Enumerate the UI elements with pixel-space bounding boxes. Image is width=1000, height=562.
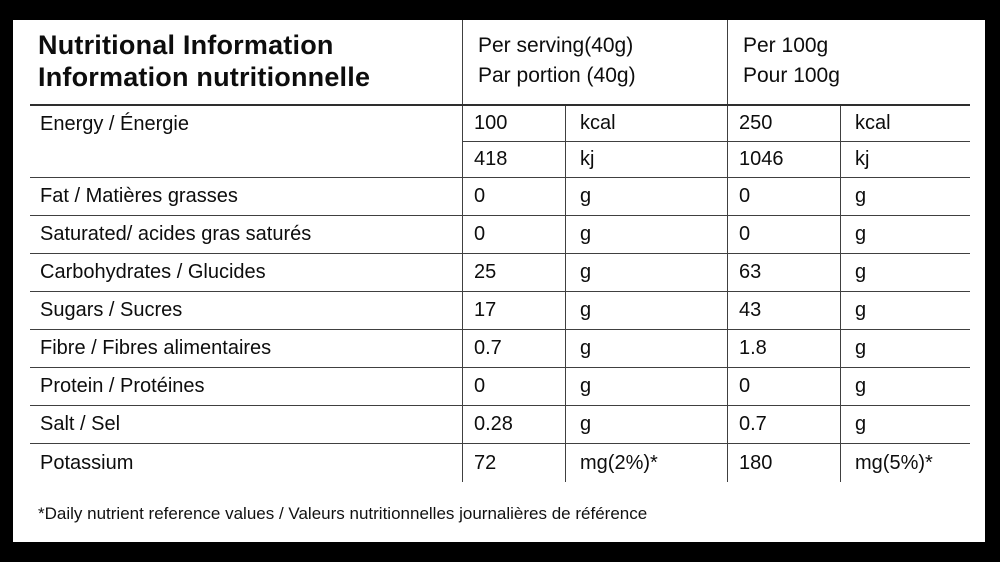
title-line-fr: Information nutritionnelle xyxy=(38,62,371,92)
serving-value: 25 xyxy=(462,254,565,291)
nutrient-label: Protein / Protéines xyxy=(40,375,205,397)
nutrient-label: Saturated/ acides gras saturés xyxy=(40,223,312,245)
serving-value: 0.7 xyxy=(462,330,565,367)
serving-unit: mg(2%)* xyxy=(565,444,727,482)
table-row-sugars: Sugars / Sucres 17 g 43 g xyxy=(30,292,970,330)
serving-value: 0 xyxy=(462,178,565,215)
per100g-unit: mg(5%)* xyxy=(840,444,970,482)
serving-unit: g xyxy=(565,330,727,367)
per100g-unit: g xyxy=(840,368,970,405)
per100g-value: 0 xyxy=(727,178,840,215)
nutrient-label: Energy / Énergie xyxy=(40,113,189,135)
serving-value: 0 xyxy=(462,368,565,405)
energy-values: 100 kcal 250 kcal 418 kj 1046 kj xyxy=(462,106,970,177)
nutrient-label: Salt / Sel xyxy=(40,413,121,435)
per100g-unit: kcal xyxy=(840,106,970,142)
table-row-saturated: Saturated/ acides gras saturés 0 g 0 g xyxy=(30,216,970,254)
serving-unit: g xyxy=(565,216,727,253)
serving-unit: g xyxy=(565,368,727,405)
per100g-unit: g xyxy=(840,292,970,329)
nutrient-label: Sugars / Sucres xyxy=(40,299,183,321)
table-row-energy: Energy / Énergie 100 kcal 250 kcal 418 k… xyxy=(30,106,970,178)
serving-unit: g xyxy=(565,406,727,443)
nutrient-label: Potassium xyxy=(40,451,134,474)
serving-unit: kj xyxy=(565,142,727,177)
column-header-per-serving: Per serving(40g) Par portion (40g) xyxy=(462,20,727,104)
per100g-value: 1046 xyxy=(727,142,840,177)
table-row-fibre: Fibre / Fibres alimentaires 0.7 g 1.8 g xyxy=(30,330,970,368)
daily-reference-footnote: *Daily nutrient reference values / Valeu… xyxy=(38,504,648,523)
per100g-unit: g xyxy=(840,330,970,367)
per-100g-line-en: Per 100g xyxy=(743,34,829,57)
per100g-value: 180 xyxy=(727,444,840,482)
per100g-unit: kj xyxy=(840,142,970,177)
serving-unit: g xyxy=(565,292,727,329)
serving-unit: kcal xyxy=(565,106,727,142)
serving-unit: g xyxy=(565,178,727,215)
per100g-value: 0.7 xyxy=(727,406,840,443)
per100g-value: 0 xyxy=(727,216,840,253)
per-100g-line-fr: Pour 100g xyxy=(743,64,840,87)
per100g-value: 63 xyxy=(727,254,840,291)
per100g-value: 43 xyxy=(727,292,840,329)
label-panel: Nutritional Information Information nutr… xyxy=(13,20,985,542)
serving-value: 17 xyxy=(462,292,565,329)
table-row-fat: Fat / Matières grasses 0 g 0 g xyxy=(30,178,970,216)
per100g-value: 0 xyxy=(727,368,840,405)
table-header: Nutritional Information Information nutr… xyxy=(30,20,970,106)
serving-value: 418 xyxy=(462,142,565,177)
per100g-unit: g xyxy=(840,216,970,253)
page-title: Nutritional Information Information nutr… xyxy=(30,20,462,104)
nutrient-label: Fibre / Fibres alimentaires xyxy=(40,337,272,359)
per100g-unit: g xyxy=(840,178,970,215)
table-row-salt: Salt / Sel 0.28 g 0.7 g xyxy=(30,406,970,444)
per100g-unit: g xyxy=(840,406,970,443)
per100g-value: 1.8 xyxy=(727,330,840,367)
table-row-carbohydrates: Carbohydrates / Glucides 25 g 63 g xyxy=(30,254,970,292)
title-line-en: Nutritional Information xyxy=(38,30,334,60)
column-header-per-100g: Per 100g Pour 100g xyxy=(727,20,970,104)
nutrient-label: Fat / Matières grasses xyxy=(40,185,238,207)
table-row-potassium: Potassium 72 mg(2%)* 180 mg(5%)* xyxy=(30,444,970,482)
per100g-value: 250 xyxy=(727,106,840,142)
serving-value: 0.28 xyxy=(462,406,565,443)
serving-value: 100 xyxy=(462,106,565,142)
per-serving-line-fr: Par portion (40g) xyxy=(478,64,636,87)
nutrient-label: Carbohydrates / Glucides xyxy=(40,261,266,283)
serving-unit: g xyxy=(565,254,727,291)
per100g-unit: g xyxy=(840,254,970,291)
table-row-protein: Protein / Protéines 0 g 0 g xyxy=(30,368,970,406)
serving-value: 0 xyxy=(462,216,565,253)
nutrition-table: Nutritional Information Information nutr… xyxy=(30,20,970,482)
per-serving-line-en: Per serving(40g) xyxy=(478,34,634,57)
serving-value: 72 xyxy=(462,444,565,482)
